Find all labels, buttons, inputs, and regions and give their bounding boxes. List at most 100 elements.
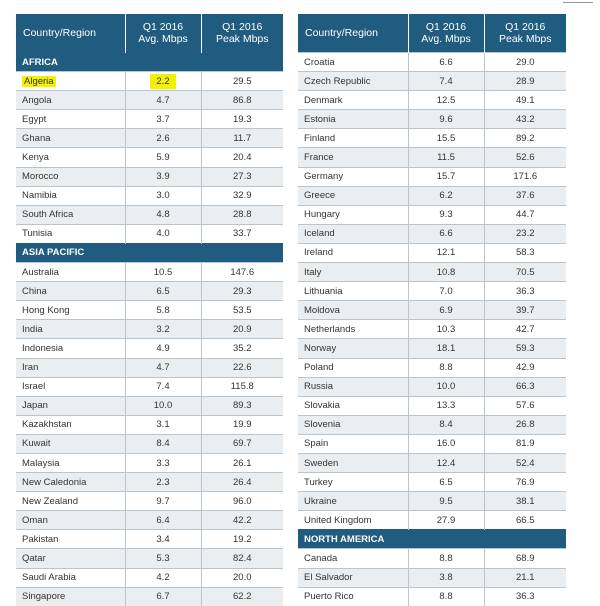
table-row: Italy 10.8 70.5 — [298, 262, 566, 282]
avg-speed-cell: 6.2 — [407, 185, 484, 206]
table-row: Norway 18.1 59.3 — [298, 338, 566, 358]
table-row: Spain 16.0 81.9 — [298, 433, 566, 454]
avg-speed-cell: 6.4 — [124, 510, 201, 530]
country-cell: France — [298, 147, 408, 168]
country-cell: Saudi Arabia — [16, 567, 125, 588]
avg-speed-cell: 2.2 — [124, 71, 201, 91]
avg-speed-cell: 7.4 — [407, 71, 484, 91]
country-cell: Hungary — [298, 204, 408, 225]
table-row: Morocco 3.9 27.3 — [16, 166, 283, 187]
peak-speed-cell: 26.8 — [483, 414, 566, 435]
country-column-header: Country/Region — [298, 14, 408, 53]
peak-column-header: Q1 2016 Peak Mbps — [200, 14, 283, 53]
country-cell: Czech Republic — [298, 71, 408, 91]
avg-speed-cell: 6.5 — [407, 472, 484, 492]
avg-speed-value: 3.4 — [156, 533, 170, 545]
country-cell: Germany — [298, 166, 408, 187]
avg-speed-cell: 7.0 — [407, 281, 484, 301]
region-label: AFRICA — [16, 51, 283, 72]
country-name: Hong Kong — [22, 304, 70, 316]
country-name: France — [304, 152, 334, 164]
corner-divider — [563, 2, 593, 3]
table-row: Kazakhstan 3.1 19.9 — [16, 414, 283, 435]
peak-speed-cell: 26.1 — [200, 452, 283, 473]
country-name: Kenya — [22, 152, 49, 164]
avg-speed-value: 10.0 — [153, 400, 173, 412]
avg-speed-cell: 12.4 — [407, 452, 484, 473]
peak-speed-cell: 26.4 — [200, 472, 283, 492]
avg-speed-value: 12.1 — [436, 247, 456, 259]
peak-speed-cell: 19.2 — [200, 529, 283, 549]
peak-speed-cell: 70.5 — [483, 262, 566, 282]
avg-speed-cell: 10.0 — [407, 376, 484, 397]
table-row: Greece 6.2 37.6 — [298, 185, 566, 206]
peak-speed-cell: 28.8 — [200, 204, 283, 225]
avg-speed-value: 3.1 — [156, 419, 170, 431]
country-name: Netherlands — [304, 323, 356, 335]
speed-table-left: Country/Region Q1 2016 Avg. Mbps Q1 2016 P… — [16, 14, 283, 606]
avg-speed-cell: 4.2 — [124, 567, 201, 588]
avg-speed-value: 6.4 — [156, 514, 170, 526]
table-row: Netherlands 10.3 42.7 — [298, 319, 566, 339]
avg-speed-cell: 13.3 — [407, 395, 484, 416]
peak-speed-cell: 20.0 — [200, 567, 283, 588]
country-name: Norway — [304, 342, 337, 354]
country-name: Hungary — [304, 209, 340, 221]
avg-speed-cell: 6.5 — [124, 281, 201, 301]
country-name: Slovakia — [304, 400, 340, 412]
country-name: New Zealand — [22, 495, 78, 507]
avg-speed-cell: 3.7 — [124, 109, 201, 129]
avg-speed-value: 10.8 — [436, 266, 456, 278]
country-name: Angola — [22, 94, 52, 106]
country-name: United Kingdom — [304, 514, 372, 526]
avg-column-header: Q1 2016 Avg. Mbps — [124, 14, 201, 53]
peak-column-header: Q1 2016 Peak Mbps — [483, 14, 566, 53]
avg-speed-value: 11.5 — [437, 152, 455, 164]
table-row: Ukraine 9.5 38.1 — [298, 491, 566, 511]
peak-speed-cell: 171.6 — [483, 166, 566, 187]
avg-speed-cell: 9.5 — [407, 491, 484, 511]
country-cell: Australia — [16, 262, 125, 282]
table-row: Japan 10.0 89.3 — [16, 395, 283, 416]
avg-speed-value: 8.8 — [439, 591, 453, 603]
table-row: El Salvador 3.8 21.1 — [298, 567, 566, 588]
avg-speed-value: 3.9 — [156, 171, 170, 183]
avg-speed-value: 12.4 — [436, 457, 456, 469]
avg-speed-value: 6.6 — [439, 56, 453, 68]
table-row: United Kingdom 27.9 66.5 — [298, 510, 566, 530]
peak-speed-cell: 115.8 — [200, 376, 283, 397]
peak-speed-cell: 66.5 — [483, 510, 566, 530]
avg-speed-cell: 4.7 — [124, 90, 201, 110]
table-row: Turkey 6.5 76.9 — [298, 472, 566, 492]
peak-speed-cell: 29.0 — [483, 51, 566, 72]
avg-speed-value: 3.8 — [439, 572, 453, 584]
country-cell: United Kingdom — [298, 510, 408, 530]
avg-speed-value: 7.0 — [439, 285, 453, 297]
avg-speed-cell: 16.0 — [407, 433, 484, 454]
avg-speed-cell: 8.8 — [407, 357, 484, 378]
country-name: Slovenia — [304, 419, 341, 431]
country-name: Italy — [304, 266, 322, 278]
avg-speed-value: 8.8 — [439, 552, 453, 564]
table-row: Israel 7.4 115.8 — [16, 376, 283, 397]
country-cell: Turkey — [298, 472, 408, 492]
avg-speed-cell: 9.6 — [407, 109, 484, 129]
country-cell: Qatar — [16, 548, 125, 569]
peak-speed-cell: 29.3 — [200, 281, 283, 301]
peak-speed-cell: 42.7 — [483, 319, 566, 339]
region-header-row: AFRICA — [16, 51, 283, 72]
peak-speed-cell: 68.9 — [483, 548, 566, 569]
peak-speed-cell: 69.7 — [200, 433, 283, 454]
country-cell: Iran — [16, 357, 125, 378]
avg-speed-value: 16.0 — [436, 438, 456, 450]
avg-speed-value: 12.5 — [436, 94, 456, 106]
country-name: Kazakhstan — [22, 419, 72, 431]
table-row: Iceland 6.6 23.2 — [298, 223, 566, 244]
avg-speed-cell: 5.3 — [124, 548, 201, 569]
avg-speed-cell: 3.1 — [124, 414, 201, 435]
table-row: South Africa 4.8 28.8 — [16, 204, 283, 225]
country-name: Japan — [22, 400, 48, 412]
avg-speed-value: 4.2 — [156, 572, 170, 584]
avg-speed-value: 3.0 — [156, 190, 170, 202]
table-row: Kenya 5.9 20.4 — [16, 147, 283, 168]
